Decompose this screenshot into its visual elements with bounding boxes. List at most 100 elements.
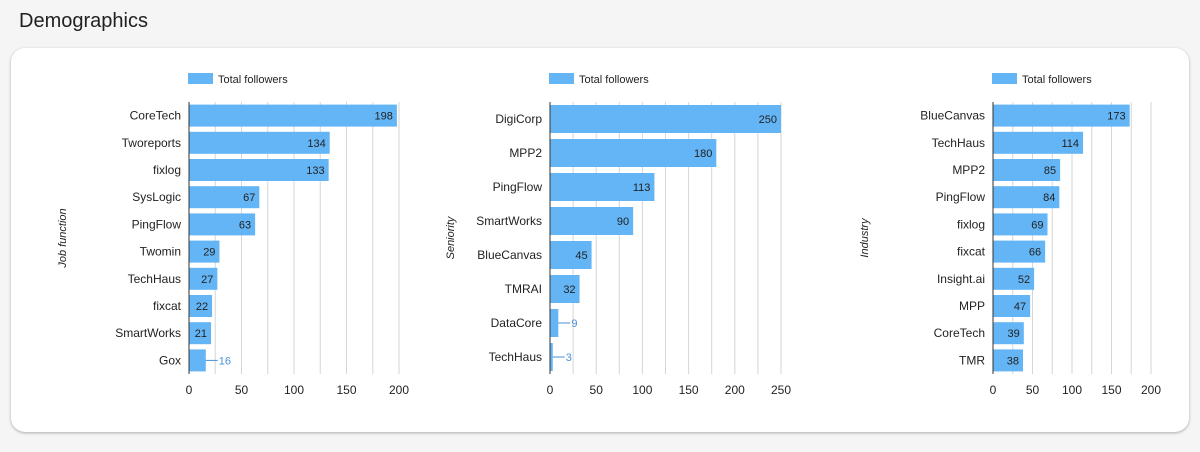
bar bbox=[993, 295, 1031, 317]
category-label: PingFlow bbox=[936, 190, 986, 204]
bar bbox=[189, 240, 220, 263]
category-label: fixlog bbox=[957, 217, 985, 231]
data-label: 90 bbox=[617, 216, 629, 228]
legend: Total followers bbox=[188, 73, 288, 86]
data-label: 38 bbox=[1007, 355, 1019, 367]
x-tick-label: 0 bbox=[547, 383, 554, 397]
x-tick-label: 100 bbox=[1062, 383, 1082, 397]
category-label: TechHaus bbox=[128, 272, 181, 286]
category-label: DataCore bbox=[491, 316, 543, 330]
category-label: Insight.ai bbox=[937, 272, 985, 286]
category-label: fixlog bbox=[153, 163, 181, 177]
x-tick-label: 50 bbox=[235, 383, 249, 397]
data-label: 66 bbox=[1029, 247, 1041, 259]
x-tick-label: 150 bbox=[336, 383, 356, 397]
y-axis-title: Seniority bbox=[445, 215, 457, 259]
legend: Total followers bbox=[549, 73, 649, 86]
page-title: Demographics bbox=[19, 10, 148, 32]
bar bbox=[189, 349, 206, 372]
y-axis-title: Job function bbox=[57, 208, 69, 268]
category-label: fixcat bbox=[153, 299, 182, 313]
data-label: 47 bbox=[1014, 301, 1026, 313]
bar bbox=[550, 275, 580, 303]
bar bbox=[993, 131, 1084, 154]
legend: Total followers bbox=[992, 73, 1092, 86]
data-label: 9 bbox=[571, 318, 577, 330]
category-label: TechHaus bbox=[489, 350, 542, 364]
data-label: 32 bbox=[563, 284, 575, 296]
category-label: BlueCanvas bbox=[920, 109, 985, 123]
data-label: 113 bbox=[633, 182, 651, 194]
bar bbox=[189, 186, 260, 209]
category-label: TechHaus bbox=[932, 136, 985, 150]
x-tick-label: 250 bbox=[771, 383, 791, 397]
category-label: Twomin bbox=[140, 245, 181, 259]
category-label: BlueCanvas bbox=[477, 248, 542, 262]
data-label: 45 bbox=[575, 250, 587, 262]
category-label: fixcat bbox=[957, 245, 986, 259]
data-label: 39 bbox=[1008, 328, 1020, 340]
legend-swatch bbox=[188, 73, 213, 84]
bar bbox=[993, 213, 1048, 236]
category-label: CoreTech bbox=[130, 109, 181, 123]
x-tick-label: 50 bbox=[590, 383, 604, 397]
category-label: SmartWorks bbox=[476, 214, 542, 228]
bar bbox=[189, 104, 397, 127]
bar bbox=[550, 207, 634, 235]
bar bbox=[189, 159, 329, 181]
category-label: DigiCorp bbox=[495, 112, 542, 126]
x-tick-label: 200 bbox=[389, 383, 409, 397]
data-label: 250 bbox=[759, 114, 777, 126]
bar bbox=[993, 186, 1060, 209]
bar bbox=[993, 349, 1024, 372]
y-axis-title: Industry bbox=[859, 217, 871, 258]
bar bbox=[189, 295, 213, 317]
data-label: 22 bbox=[196, 301, 208, 313]
x-tick-label: 200 bbox=[1141, 383, 1161, 397]
data-label: 29 bbox=[203, 247, 215, 259]
category-label: MPP bbox=[959, 299, 985, 313]
x-tick-label: 50 bbox=[1026, 383, 1040, 397]
bar bbox=[189, 267, 218, 290]
data-label: 67 bbox=[243, 192, 255, 204]
bar bbox=[993, 159, 1061, 181]
bar bbox=[189, 213, 256, 236]
bar bbox=[550, 105, 781, 133]
x-tick-label: 150 bbox=[679, 383, 699, 397]
legend-swatch bbox=[549, 73, 574, 84]
category-label: PingFlow bbox=[132, 217, 182, 231]
job-function-chart: Total followers Job function CoreTech 198 Tw… bbox=[57, 73, 409, 397]
x-tick-label: 200 bbox=[725, 383, 745, 397]
bar bbox=[189, 131, 330, 154]
data-label: 198 bbox=[375, 111, 393, 123]
data-label: 69 bbox=[1031, 219, 1043, 231]
bar bbox=[993, 322, 1024, 345]
x-tick-label: 0 bbox=[186, 383, 193, 397]
x-tick-label: 100 bbox=[284, 383, 304, 397]
demographics-card: Total followers Job function CoreTech 198 Tw… bbox=[11, 48, 1189, 432]
category-label: PingFlow bbox=[493, 180, 543, 194]
data-label: 21 bbox=[195, 328, 207, 340]
data-label: 133 bbox=[306, 165, 324, 177]
data-label: 63 bbox=[239, 219, 251, 231]
x-tick-label: 0 bbox=[990, 383, 997, 397]
bar bbox=[993, 240, 1046, 263]
bar bbox=[550, 241, 592, 269]
x-tick-label: 100 bbox=[632, 383, 652, 397]
legend-label: Total followers bbox=[218, 74, 288, 86]
data-label: 180 bbox=[694, 148, 712, 160]
category-label: SmartWorks bbox=[115, 326, 181, 340]
x-tick-label: 150 bbox=[1101, 383, 1121, 397]
legend-label: Total followers bbox=[579, 74, 649, 86]
data-label: 52 bbox=[1018, 274, 1030, 286]
bar bbox=[550, 343, 553, 371]
seniority-chart: Total followers Seniority DigiCorp 250 MPP2 1… bbox=[445, 73, 791, 397]
bar bbox=[993, 267, 1035, 290]
data-label: 16 bbox=[219, 355, 231, 367]
data-label: 3 bbox=[566, 352, 572, 364]
category-label: SysLogic bbox=[132, 190, 181, 204]
category-label: MPP2 bbox=[952, 163, 985, 177]
data-label: 85 bbox=[1044, 165, 1056, 177]
bar bbox=[189, 322, 212, 345]
category-label: TMRAI bbox=[505, 282, 542, 296]
